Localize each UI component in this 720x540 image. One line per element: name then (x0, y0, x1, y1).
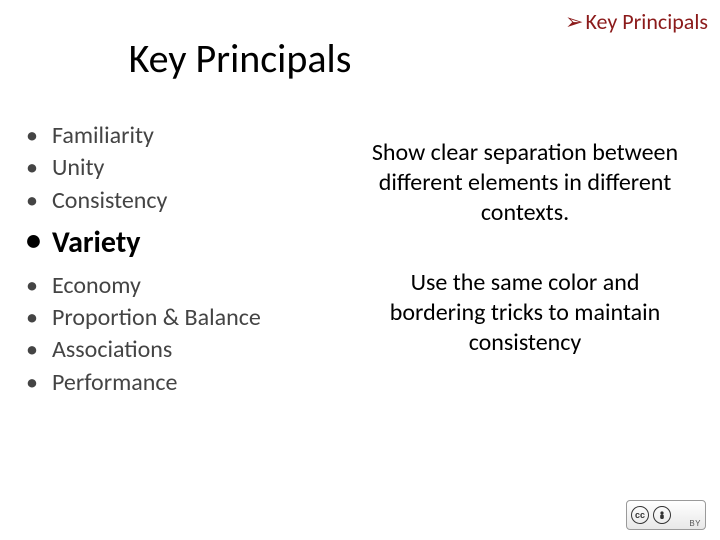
description-paragraph: Use the same color and bordering tricks … (370, 268, 680, 358)
by-label: BY (689, 519, 701, 528)
cc-by-badge: cc BY (626, 500, 706, 530)
breadcrumb: ➢Key Principals (565, 8, 708, 35)
content-columns: FamiliarityUnityConsistencyVarietyEconom… (0, 120, 720, 399)
list-item: Economy (12, 270, 370, 302)
list-item: Familiarity (12, 120, 370, 152)
list-item: Unity (12, 152, 370, 184)
list-item: Consistency (12, 185, 370, 217)
by-icon (653, 506, 671, 524)
list-item: Variety (12, 217, 370, 270)
description-paragraph: Show clear separation between different … (370, 138, 680, 228)
list-item: Proportion & Balance (12, 302, 370, 334)
chevron-icon: ➢ (565, 9, 583, 34)
page-title: Key Principals (0, 34, 480, 83)
principals-list: FamiliarityUnityConsistencyVarietyEconom… (12, 120, 370, 399)
cc-icon: cc (631, 506, 649, 524)
left-column: FamiliarityUnityConsistencyVarietyEconom… (0, 120, 370, 399)
list-item: Associations (12, 334, 370, 366)
breadcrumb-label: Key Principals (585, 8, 708, 35)
right-column: Show clear separation between different … (370, 120, 700, 399)
list-item: Performance (12, 367, 370, 399)
